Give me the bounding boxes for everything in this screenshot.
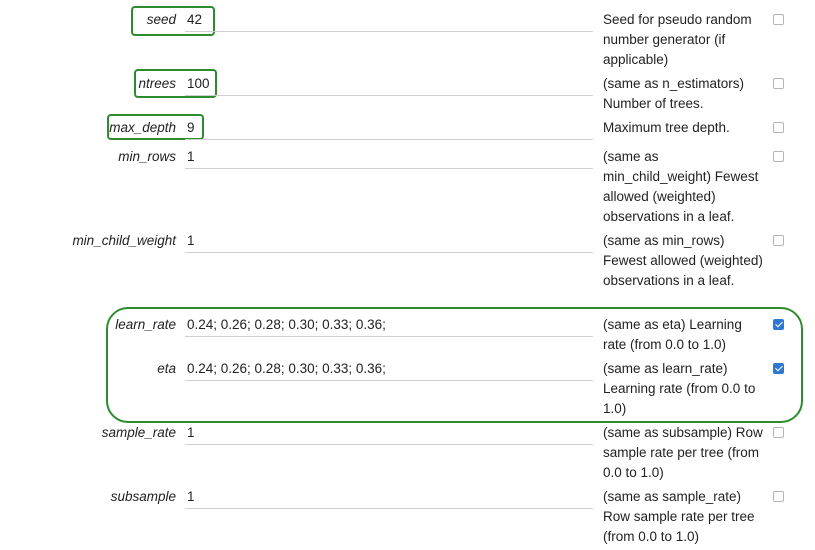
param-label: learn_rate	[115, 317, 176, 332]
input-underline	[185, 336, 593, 337]
input-underline	[185, 252, 593, 253]
param-description: (same as learn_rate) Learning rate (from…	[603, 361, 756, 416]
param-checkbox-eta[interactable]	[773, 363, 784, 374]
param-label: min_rows	[118, 149, 176, 164]
param-label: seed	[146, 12, 176, 27]
param-checkbox-subsample[interactable]	[773, 491, 784, 502]
param-input-eta[interactable]: 0.24; 0.26; 0.28; 0.30; 0.33; 0.36;	[187, 361, 386, 376]
param-checkbox-max-depth[interactable]	[773, 122, 784, 133]
param-checkbox-sample-rate[interactable]	[773, 427, 784, 438]
param-label: ntrees	[138, 76, 176, 91]
param-description: (same as subsample) Row sample rate per …	[603, 425, 763, 480]
param-checkbox-min-child-weight[interactable]	[773, 235, 784, 246]
param-checkbox-ntrees[interactable]	[773, 78, 784, 89]
param-label: sample_rate	[101, 425, 176, 440]
param-label: eta	[157, 361, 176, 376]
param-description: (same as eta) Learning rate (from 0.0 to…	[603, 317, 742, 352]
input-underline	[185, 380, 593, 381]
param-input-min-rows[interactable]: 1	[187, 149, 195, 164]
param-description: (same as min_rows) Fewest allowed (weigh…	[603, 233, 763, 288]
param-checkbox-learn-rate[interactable]	[773, 319, 784, 330]
param-description: Maximum tree depth.	[603, 120, 730, 135]
param-label: min_child_weight	[72, 233, 176, 248]
input-underline	[185, 95, 593, 96]
input-underline	[185, 508, 593, 509]
param-input-max-depth[interactable]: 9	[187, 120, 195, 135]
param-description: (same as sample_rate) Row sample rate pe…	[603, 489, 755, 544]
highlight-max-depth	[107, 114, 204, 140]
param-input-seed[interactable]: 42	[187, 12, 203, 27]
param-description: (same as min_child_weight) Fewest allowe…	[603, 149, 759, 224]
param-checkbox-min-rows[interactable]	[773, 151, 784, 162]
param-input-min-child-weight[interactable]: 1	[187, 233, 195, 248]
highlight-seed	[131, 6, 215, 36]
param-description: (same as n_estimators) Number of trees.	[603, 76, 745, 111]
param-input-sample-rate[interactable]: 1	[187, 425, 195, 440]
input-underline	[185, 139, 593, 140]
param-label: subsample	[110, 489, 176, 504]
param-input-learn-rate[interactable]: 0.24; 0.26; 0.28; 0.30; 0.33; 0.36;	[187, 317, 386, 332]
input-underline	[185, 31, 593, 32]
input-underline	[185, 444, 593, 445]
param-label: max_depth	[109, 120, 176, 135]
param-input-ntrees[interactable]: 100	[187, 76, 210, 91]
highlight-ntrees	[134, 69, 217, 98]
param-description: Seed for pseudo random number generator …	[603, 12, 752, 67]
input-underline	[185, 168, 593, 169]
param-input-subsample[interactable]: 1	[187, 489, 195, 504]
highlight-learning-rate-group	[106, 307, 803, 423]
param-checkbox-seed[interactable]	[773, 14, 784, 25]
